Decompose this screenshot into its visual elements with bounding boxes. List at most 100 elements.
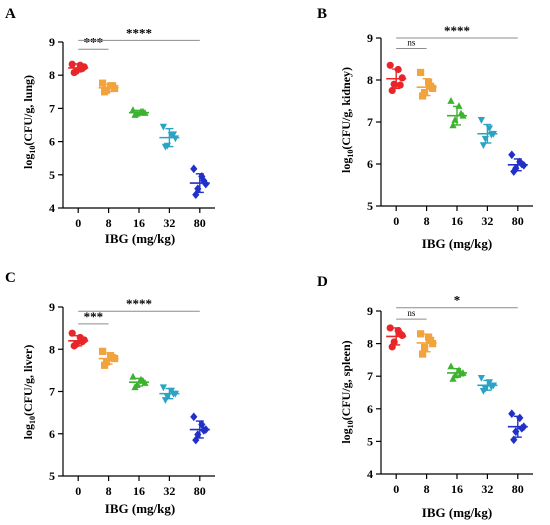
significance-label: ns xyxy=(407,38,416,48)
panel-c: C log10(CFU/g, liver) IBG (mg/kg) 5 6 7 8 9 0… xyxy=(5,270,215,516)
data-point xyxy=(200,426,208,435)
y-axis-label-sub: 10 xyxy=(28,416,37,424)
data-point xyxy=(510,435,518,445)
y-tick-label: 4 xyxy=(367,467,373,481)
data-point xyxy=(447,362,455,370)
x-tick-label: 0 xyxy=(393,482,399,496)
data-point xyxy=(477,117,485,124)
data-point xyxy=(109,354,117,362)
y-axis-label-sub: 10 xyxy=(346,420,355,428)
data-point xyxy=(386,61,394,69)
significance-label: *** xyxy=(84,309,104,324)
y-tick-label: 5 xyxy=(367,434,373,448)
y-tick-label: 8 xyxy=(49,68,55,82)
data-point xyxy=(512,427,520,436)
data-point xyxy=(398,74,406,82)
y-tick-label: 6 xyxy=(49,135,55,149)
y-tick-label: 9 xyxy=(49,35,55,49)
y-tick-label: 6 xyxy=(49,427,55,441)
data-point xyxy=(518,159,526,169)
x-tick-label: 0 xyxy=(393,214,399,228)
x-tick-label: 32 xyxy=(481,214,493,228)
y-tick-label: 7 xyxy=(49,385,55,399)
x-tick-label: 8 xyxy=(106,216,112,230)
y-axis-label-sub: 10 xyxy=(346,150,355,158)
y-tick-label: 9 xyxy=(367,31,373,45)
y-tick-label: 5 xyxy=(367,199,373,213)
plot-area: 5 6 7 8 9 0 8 16 32 80 ns **** xyxy=(367,23,533,228)
y-tick-label: 7 xyxy=(49,101,55,115)
data-point xyxy=(190,164,198,174)
data-point xyxy=(417,68,425,77)
data-point xyxy=(477,374,485,382)
panel-b: B log10(CFU/g, kidney) IBG (mg/kg) 5 6 7 8 9… xyxy=(317,6,533,251)
y-tick-label: 8 xyxy=(367,337,373,351)
y-tick-label: 7 xyxy=(367,369,373,383)
significance-label: **** xyxy=(126,296,152,311)
x-tick-label: 80 xyxy=(194,216,206,230)
data-point xyxy=(396,81,404,89)
panel-label: B xyxy=(317,6,327,22)
significance-label: **** xyxy=(126,25,152,40)
x-axis-label: IBG (mg/kg) xyxy=(422,505,492,520)
y-tick-label: 8 xyxy=(49,342,55,356)
panel-label: C xyxy=(5,270,16,286)
y-axis-label-sub: 10 xyxy=(28,146,37,154)
data-point xyxy=(421,343,429,352)
data-point xyxy=(109,82,117,90)
x-tick-label: 80 xyxy=(194,484,206,498)
data-point xyxy=(396,330,404,338)
data-point xyxy=(425,78,433,86)
data-point xyxy=(427,336,435,344)
y-axis-label: log10(CFU/g, spleen) xyxy=(339,340,355,443)
x-tick-label: 80 xyxy=(512,214,524,228)
data-point xyxy=(190,412,198,422)
significance-label: **** xyxy=(444,23,470,38)
y-tick-label: 9 xyxy=(367,304,373,318)
data-point xyxy=(427,82,435,90)
data-point xyxy=(417,330,425,338)
y-tick-label: 9 xyxy=(49,300,55,314)
y-axis-label-main: (CFU/g, spleen) xyxy=(339,340,353,420)
data-point xyxy=(99,79,107,87)
x-tick-label: 16 xyxy=(133,216,145,230)
data-point xyxy=(419,350,427,358)
data-point xyxy=(159,123,167,131)
data-point xyxy=(386,324,394,332)
data-point xyxy=(68,329,76,337)
panel-label: A xyxy=(5,6,16,22)
y-tick-label: 6 xyxy=(367,402,373,416)
x-tick-label: 8 xyxy=(106,484,112,498)
y-tick-label: 6 xyxy=(367,157,373,171)
data-point xyxy=(99,347,107,355)
data-point xyxy=(508,150,516,160)
plot-area: 4 5 6 7 8 9 0 8 16 32 80 ns * xyxy=(367,293,533,496)
data-point xyxy=(449,374,457,382)
y-axis-label-main: (CFU/g, liver) xyxy=(21,345,35,416)
x-tick-label: 16 xyxy=(451,214,463,228)
x-tick-label: 80 xyxy=(512,482,524,496)
data-point xyxy=(129,106,137,113)
data-point xyxy=(457,109,465,117)
y-tick-label: 5 xyxy=(49,469,55,483)
data-point xyxy=(508,409,516,419)
x-axis-label: IBG (mg/kg) xyxy=(422,236,492,251)
y-tick-label: 4 xyxy=(49,201,55,215)
data-point xyxy=(169,131,177,139)
data-point xyxy=(78,338,86,346)
panel-a: A log10(CFU/g, lung) IBG (mg/kg) 4 5 6 7 8 9 0… xyxy=(5,6,215,246)
panel-d: D log10(CFU/g, spleen) IBG (mg/kg) 4 5 6 7 8… xyxy=(317,274,533,520)
significance-label: *** xyxy=(84,34,104,49)
y-tick-label: 5 xyxy=(49,168,55,182)
data-point xyxy=(447,97,455,104)
data-point xyxy=(131,383,139,391)
x-axis-label: IBG (mg/kg) xyxy=(105,231,175,246)
data-point xyxy=(510,167,518,176)
x-tick-label: 32 xyxy=(163,484,175,498)
significance-label: * xyxy=(454,293,461,308)
data-point xyxy=(101,361,109,369)
x-tick-label: 0 xyxy=(75,484,81,498)
